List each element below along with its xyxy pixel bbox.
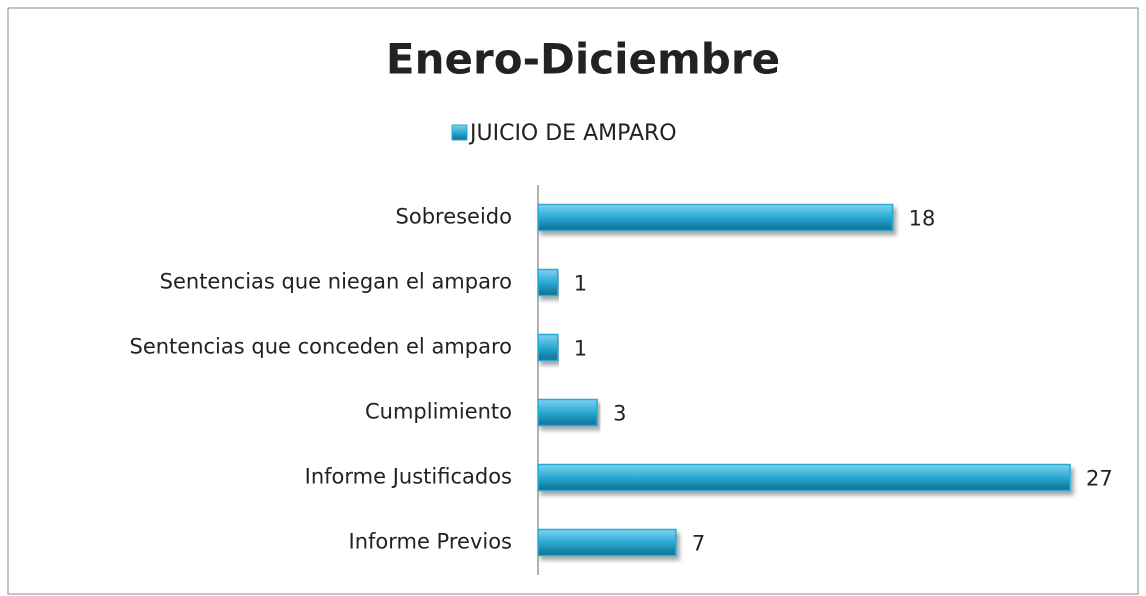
legend-swatch <box>451 124 468 141</box>
bar <box>537 268 559 297</box>
data-label: 3 <box>613 402 626 426</box>
y-tick-label: Sobreseido <box>396 205 512 229</box>
bar <box>537 398 598 427</box>
data-label: 27 <box>1086 467 1113 491</box>
chart-title: Enero-Diciembre <box>386 35 780 84</box>
y-tick-label: Sentencias que conceden el amparo <box>129 335 512 359</box>
y-tick-label: Informe Justificados <box>305 465 512 489</box>
bar <box>537 528 677 557</box>
chart-frame <box>7 7 1139 595</box>
bar <box>537 333 559 362</box>
data-label: 7 <box>692 532 705 556</box>
data-label: 1 <box>574 337 587 361</box>
y-tick-label: Sentencias que niegan el amparo <box>160 270 512 294</box>
legend-label: JUICIO DE AMPARO <box>468 121 677 146</box>
bar <box>537 203 894 232</box>
data-label: 1 <box>574 272 587 296</box>
data-label: 18 <box>909 207 936 231</box>
y-tick-label: Informe Previos <box>349 530 513 554</box>
y-tick-label: Cumplimiento <box>365 400 512 424</box>
bar <box>537 463 1071 492</box>
